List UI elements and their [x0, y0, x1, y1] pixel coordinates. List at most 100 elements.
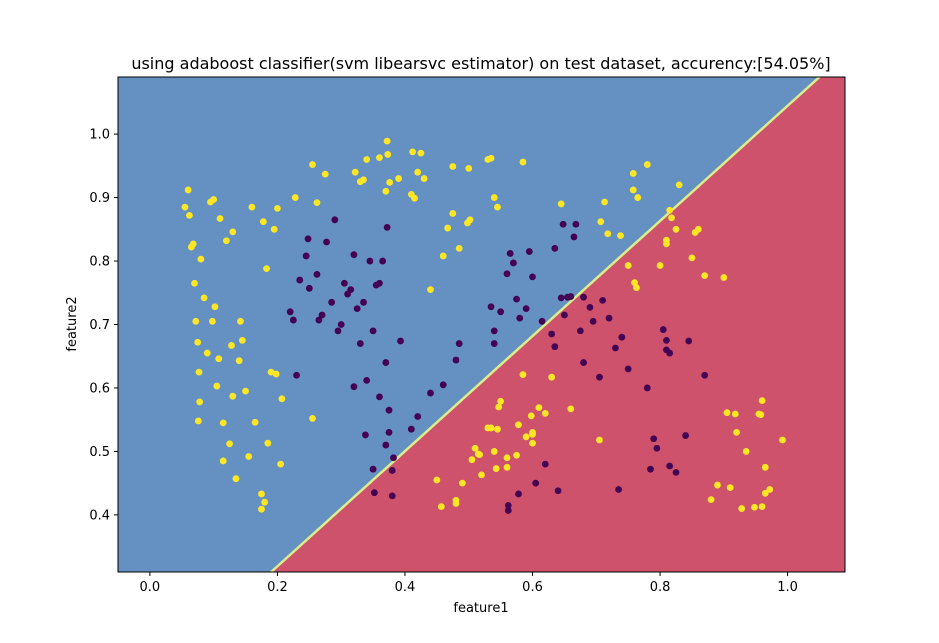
decision-boundary — [270, 77, 821, 572]
scatter-point-series0-27 — [229, 228, 237, 236]
scatter-point-series0-7 — [194, 338, 202, 346]
scatter-point-series0-10 — [194, 417, 202, 425]
scatter-point-series0-48 — [291, 194, 299, 201]
scatter-point-series0-17 — [211, 303, 219, 311]
scatter-point-series0-96 — [492, 465, 500, 472]
scatter-point-series0-70 — [439, 252, 447, 260]
scatter-point-series0-62 — [395, 175, 402, 182]
scatter-point-series0-112 — [548, 373, 556, 381]
scatter-point-series1-34 — [382, 441, 390, 449]
scatter-point-series0-22 — [219, 457, 227, 465]
scatter-point-series0-61 — [386, 178, 394, 186]
scatter-point-series1-69 — [554, 487, 562, 495]
scatter-point-series1-47 — [455, 340, 463, 347]
scatter-point-series0-37 — [258, 505, 265, 513]
scatter-point-series1-77 — [576, 327, 584, 335]
scatter-point-series0-60 — [384, 151, 392, 158]
scatter-point-series0-109 — [529, 439, 536, 447]
scatter-point-series0-11 — [200, 294, 208, 302]
scatter-point-series1-58 — [515, 490, 522, 498]
scatter-point-series0-6 — [192, 317, 200, 325]
scatter-point-series0-21 — [219, 419, 227, 427]
y-tick-label-6: 1.0 — [89, 128, 110, 143]
scatter-point-series1-97 — [666, 462, 674, 470]
scatter-point-series1-91 — [650, 435, 658, 443]
scatter-point-series0-95 — [490, 448, 498, 455]
scatter-point-series1-20 — [353, 305, 361, 313]
scatter-point-series0-23 — [223, 237, 230, 245]
y-tick-label-5: 0.9 — [89, 191, 110, 206]
scatter-point-series1-50 — [490, 340, 498, 347]
scatter-point-series0-4 — [189, 240, 197, 248]
scatter-point-series0-77 — [466, 216, 474, 224]
scatter-point-series0-86 — [452, 500, 460, 507]
scatter-point-series0-142 — [726, 484, 734, 491]
scatter-point-series1-89 — [643, 384, 651, 392]
scatter-point-series0-102 — [513, 451, 520, 459]
scatter-point-series1-13 — [334, 327, 342, 335]
scatter-point-series0-56 — [363, 156, 371, 163]
scatter-point-series1-44 — [427, 389, 434, 397]
scatter-point-series0-139 — [714, 481, 721, 489]
scatter-point-series1-43 — [414, 413, 422, 420]
scatter-point-series1-1 — [289, 316, 297, 324]
y-tick-label-3: 0.7 — [89, 318, 110, 333]
scatter-point-series0-115 — [596, 436, 603, 444]
scatter-point-series0-31 — [238, 336, 246, 344]
scatter-point-series0-108 — [529, 428, 536, 436]
x-tick-label-2: 0.4 — [395, 580, 416, 595]
scatter-point-series0-18 — [213, 382, 221, 390]
scatter-point-series0-42 — [267, 368, 275, 376]
y-axis-label: feature2 — [65, 296, 80, 351]
scatter-point-series1-63 — [532, 479, 540, 487]
scatter-point-series1-76 — [572, 220, 580, 228]
scatter-point-series1-35 — [383, 224, 391, 231]
x-axis-label: feature1 — [453, 601, 508, 616]
scatter-point-series0-110 — [535, 404, 543, 412]
scatter-point-series0-9 — [196, 398, 204, 406]
scatter-point-series0-35 — [251, 418, 259, 426]
scatter-point-series0-13 — [203, 349, 211, 357]
scatter-point-series0-65 — [411, 194, 418, 202]
scatter-point-series0-15 — [208, 317, 216, 325]
scatter-point-series0-131 — [668, 214, 675, 222]
scatter-point-series1-83 — [599, 296, 607, 304]
scatter-point-series0-68 — [420, 175, 428, 182]
scatter-point-series1-32 — [379, 257, 387, 265]
scatter-point-series0-19 — [215, 355, 223, 363]
scatter-point-series1-100 — [685, 337, 693, 345]
scatter-point-series0-46 — [277, 460, 285, 468]
scatter-point-series1-40 — [390, 454, 397, 462]
plot-area — [118, 77, 845, 572]
scatter-point-series0-100 — [503, 454, 511, 462]
scatter-point-series0-124 — [633, 284, 640, 292]
scatter-point-series0-150 — [758, 503, 766, 511]
scatter-point-series1-86 — [615, 486, 623, 493]
scatter-point-series0-28 — [232, 475, 240, 483]
scatter-point-series0-101 — [503, 463, 511, 471]
scatter-point-series1-96 — [666, 349, 674, 357]
scatter-point-series1-33 — [382, 359, 390, 366]
scatter-point-series0-84 — [437, 503, 445, 511]
scatter-point-series0-47 — [278, 395, 286, 403]
scatter-point-series1-99 — [682, 432, 689, 439]
scatter-point-series1-9 — [318, 311, 326, 319]
scatter-point-series0-81 — [494, 203, 501, 211]
scatter-point-series1-80 — [586, 303, 594, 311]
scatter-point-series1-41 — [397, 337, 404, 345]
scatter-point-series1-31 — [376, 393, 383, 401]
scatter-point-series1-46 — [452, 356, 460, 364]
scatter-point-series1-36 — [385, 406, 393, 414]
scatter-point-series0-12 — [197, 255, 205, 263]
scatter-point-series1-75 — [570, 233, 578, 241]
scatter-point-series1-84 — [605, 314, 613, 322]
scatter-point-series0-57 — [376, 154, 383, 161]
scatter-point-series1-94 — [663, 336, 670, 344]
scatter-point-series1-87 — [618, 333, 626, 341]
scatter-point-series0-111 — [541, 409, 549, 417]
scatter-point-series1-23 — [362, 431, 369, 439]
scatter-point-series1-0 — [286, 308, 294, 316]
scatter-point-series1-67 — [551, 343, 559, 351]
y-tick-label-4: 0.8 — [89, 255, 110, 270]
x-tick-label-4: 0.8 — [650, 580, 671, 595]
